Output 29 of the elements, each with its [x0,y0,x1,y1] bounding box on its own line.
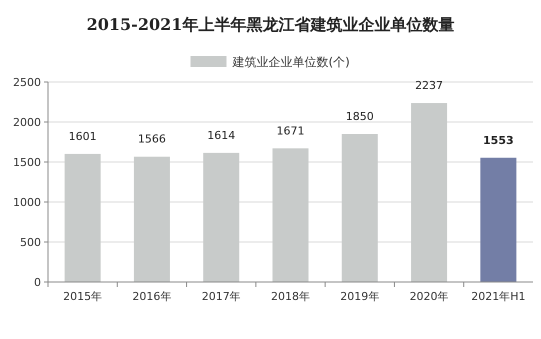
x-tick-label: 2016年 [132,290,172,303]
y-tick-label: 500 [20,236,41,249]
data-label: 2237 [415,79,444,92]
chart-title: 2015-2021年上半年黑龙江省建筑业企业单位数量 [86,15,454,34]
x-tick-label: 2018年 [271,290,310,303]
y-tick-label: 2000 [13,116,41,129]
x-tick-label: 2020年 [410,290,449,303]
legend-label: 建筑业企业单位数(个) [232,55,350,69]
y-tick-label: 1000 [13,196,41,209]
x-tick-label: 2015年 [63,290,102,303]
y-tick-label: 2500 [13,76,41,89]
bar [411,103,448,282]
data-label: 1850 [346,110,374,123]
y-tick-label: 1500 [13,156,41,169]
data-label: 1601 [68,130,97,143]
x-tick-label: 2017年 [202,290,241,303]
bar [342,134,378,282]
bar [203,152,240,282]
data-label: 1614 [207,128,236,142]
bar [480,158,516,282]
y-tick-label: 0 [34,276,41,289]
x-tick-label: 2021年H1 [471,290,526,303]
data-label: 1553 [483,134,514,147]
bar [64,154,101,282]
data-label: 1671 [276,124,304,138]
x-tick-label: 2019年 [340,290,380,303]
bar [134,156,170,282]
data-label: 1566 [138,132,166,146]
bar [272,148,309,282]
